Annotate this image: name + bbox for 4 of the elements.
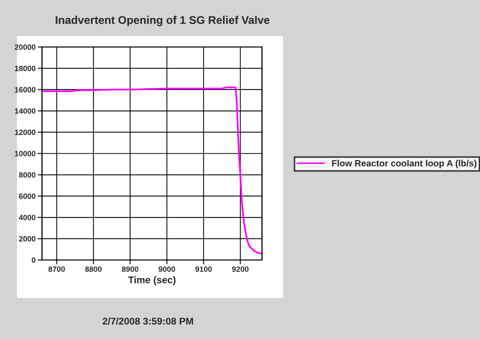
legend-label: Flow Reactor coolant loop A (lb/s) [332, 160, 476, 168]
text: 2/7/2008 3:59:08 PM [102, 317, 194, 325]
chart-title: Inadvertent Opening of 1 SG Relief Valve [56, 16, 270, 26]
x-axis-title: Time (sec) [128, 276, 176, 286]
